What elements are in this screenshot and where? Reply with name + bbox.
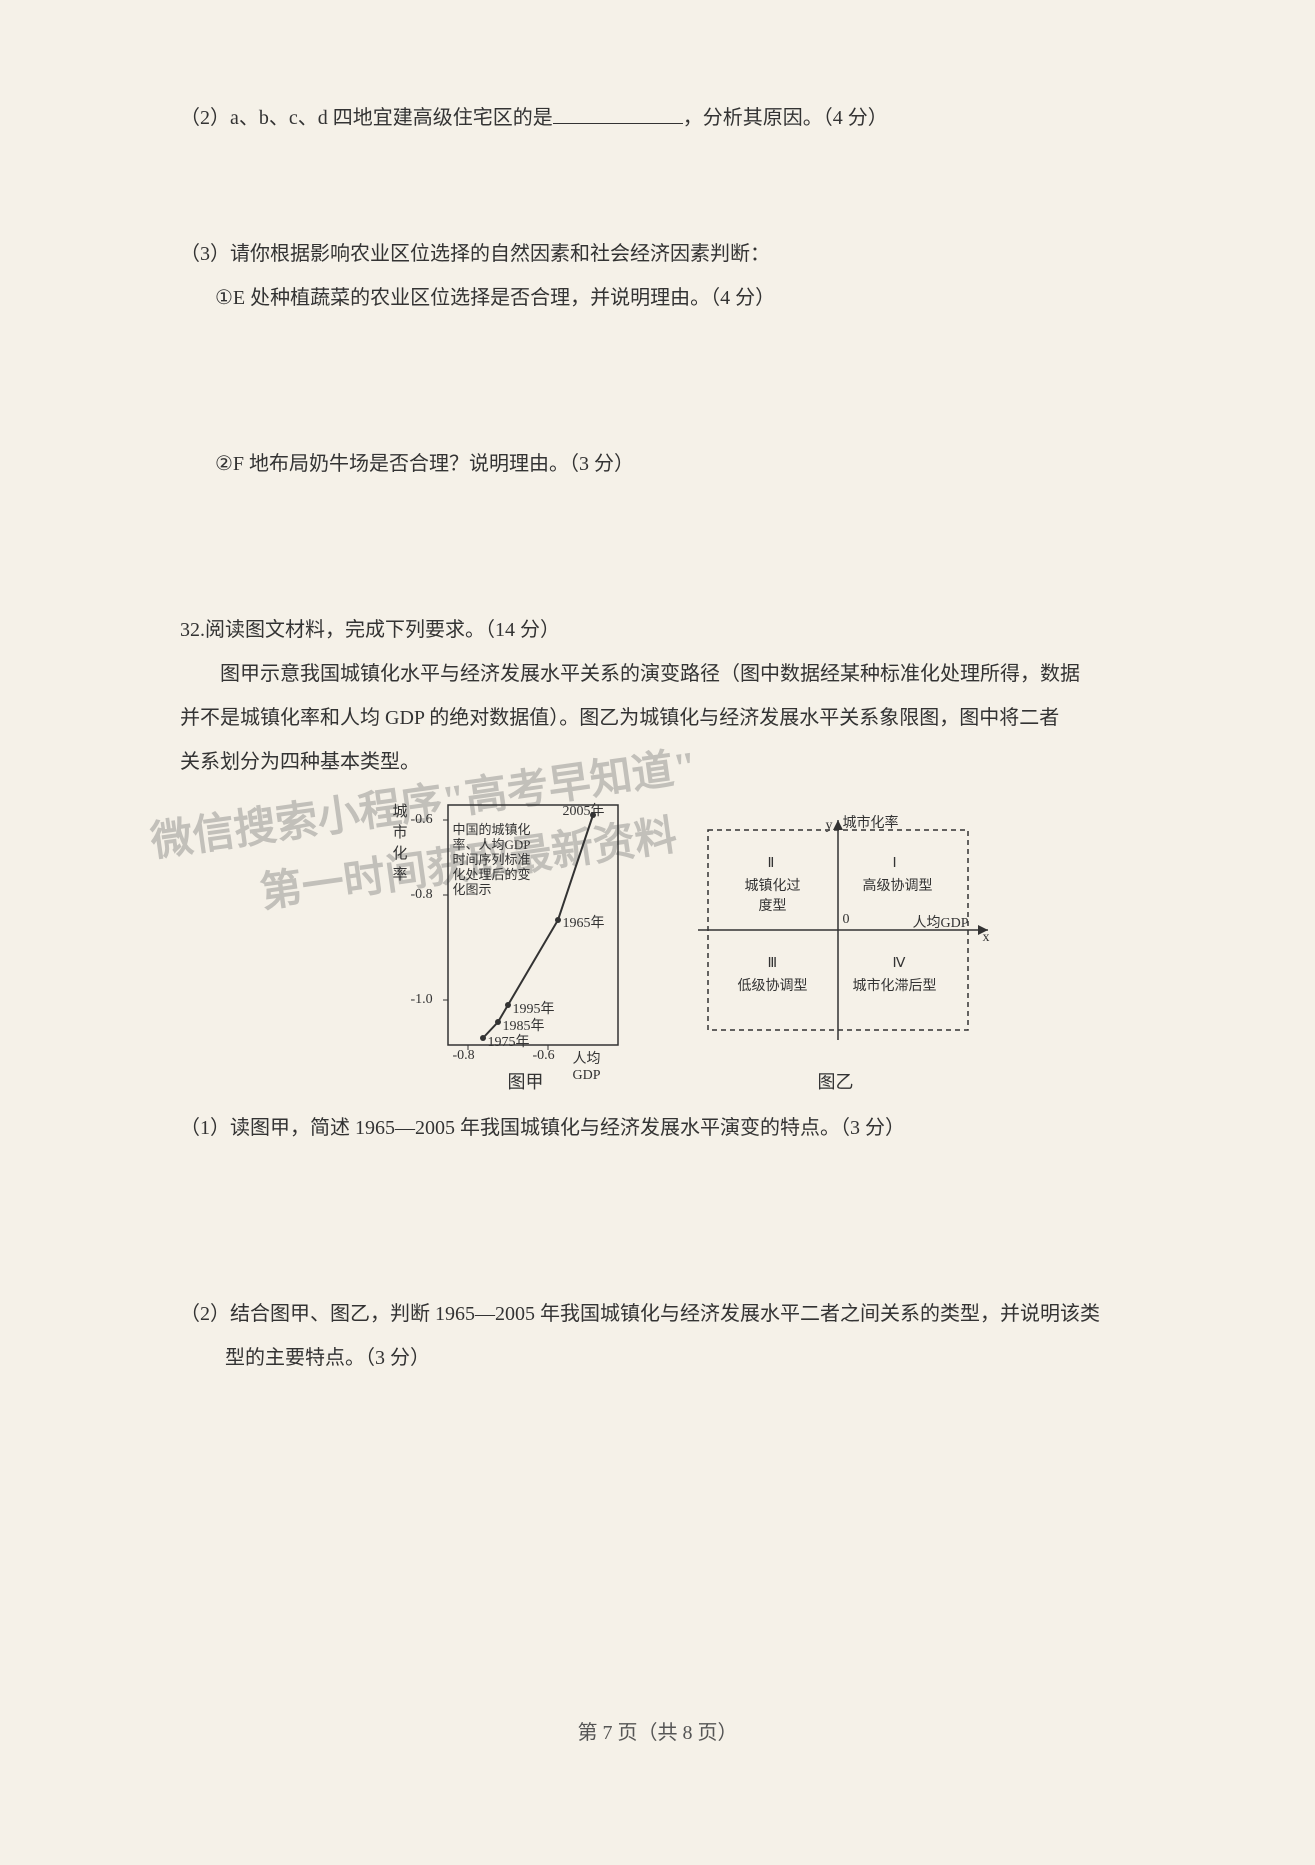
yi-origin: 0 bbox=[843, 912, 850, 928]
jia-y-label: 城市化率 bbox=[393, 800, 409, 884]
yi-q1-label: 高级协调型 bbox=[863, 875, 933, 895]
question-3-intro: （3）请你根据影响农业区位选择的自然因素和社会经济因素判断： bbox=[180, 236, 1135, 272]
yi-y-label: 城市化率 bbox=[843, 812, 899, 832]
q32-body2: 并不是城镇化率和人均 GDP 的绝对数据值）。图乙为城镇化与经济发展水平关系象限… bbox=[180, 700, 1135, 736]
exam-page: （2）a、b、c、d 四地宜建高级住宅区的是 ，分析其原因。（4 分） （3）请你… bbox=[0, 0, 1315, 1865]
jia-ytick-1: -0.8 bbox=[411, 887, 433, 903]
jia-x-label: 人均GDP bbox=[573, 1048, 628, 1084]
q32-body1: 图甲示意我国城镇化水平与经济发展水平关系的演变路径（图中数据经某种标准化处理所得… bbox=[180, 656, 1135, 692]
q32-number: 32. bbox=[180, 619, 205, 641]
yi-y-var: y bbox=[826, 818, 833, 834]
figure-container: 微信搜索小程序"高考早知道" 第一时间获取最新资料 bbox=[298, 790, 1018, 1100]
question-3-sub1: ①E 处种植蔬菜的农业区位选择是否合理，并说明理由。（4 分） bbox=[215, 280, 1135, 316]
yi-x-var: x bbox=[983, 930, 990, 946]
q2-blank bbox=[553, 104, 683, 124]
yi-q2-label: 城镇化过度型 bbox=[743, 875, 803, 915]
yi-q4-num: Ⅳ bbox=[893, 955, 906, 972]
jia-caption: 图甲 bbox=[508, 1068, 544, 1094]
figure-yi: 城市化率 y 人均GDP x 0 Ⅱ 城镇化过度型 Ⅰ 高级协调型 Ⅲ 低级协调… bbox=[678, 820, 1008, 1080]
jia-ytick-2: -1.0 bbox=[411, 992, 433, 1008]
q2-before: （2）a、b、c、d 四地宜建高级住宅区的是 bbox=[180, 107, 553, 129]
yi-x-label: 人均GDP bbox=[913, 912, 969, 932]
question-2: （2）a、b、c、d 四地宜建高级住宅区的是 ，分析其原因。（4 分） bbox=[180, 100, 1135, 136]
yi-q2-num: Ⅱ bbox=[768, 855, 775, 872]
yi-q3-label: 低级协调型 bbox=[738, 975, 808, 995]
jia-legend: 中国的城镇化率、人均GDP时间序列标准化处理后的变化图示 bbox=[453, 822, 543, 897]
jia-year-1965: 1965年 bbox=[563, 912, 605, 932]
jia-xtick-1: -0.6 bbox=[533, 1048, 555, 1064]
jia-xtick-0: -0.8 bbox=[453, 1048, 475, 1064]
q32-title: 阅读图文材料，完成下列要求。（14 分） bbox=[205, 619, 560, 641]
yi-q1-num: Ⅰ bbox=[893, 855, 897, 872]
jia-ytick-0: -0.6 bbox=[411, 812, 433, 828]
figure-yi-svg bbox=[678, 820, 1008, 1080]
yi-q4-label: 城市化滞后型 bbox=[853, 975, 937, 995]
jia-year-2005: 2005年 bbox=[563, 800, 605, 820]
question-32-header: 32.阅读图文材料，完成下列要求。（14 分） bbox=[180, 612, 1135, 648]
q32-body3: 关系划分为四种基本类型。 bbox=[180, 744, 1135, 780]
q32-sub1: （1）读图甲，简述 1965—2005 年我国城镇化与经济发展水平演变的特点。（… bbox=[180, 1110, 1135, 1146]
q32-sub2: （2）结合图甲、图乙，判断 1965—2005 年我国城镇化与经济发展水平二者之… bbox=[180, 1296, 1135, 1332]
jia-year-1975: 1975年 bbox=[488, 1031, 530, 1051]
question-3-sub2: ②F 地布局奶牛场是否合理？说明理由。（3 分） bbox=[215, 446, 1135, 482]
q2-after: ，分析其原因。（4 分） bbox=[683, 107, 888, 129]
yi-q3-num: Ⅲ bbox=[768, 955, 778, 972]
yi-caption: 图乙 bbox=[818, 1068, 854, 1094]
page-footer: 第 7 页（共 8 页） bbox=[0, 1716, 1315, 1745]
figure-jia: 城市化率 -0.6 -0.8 -1.0 -0.8 -0.6 人均GDP 中国的城… bbox=[298, 790, 628, 1080]
q32-sub2-cont: 型的主要特点。（3 分） bbox=[225, 1340, 1135, 1376]
